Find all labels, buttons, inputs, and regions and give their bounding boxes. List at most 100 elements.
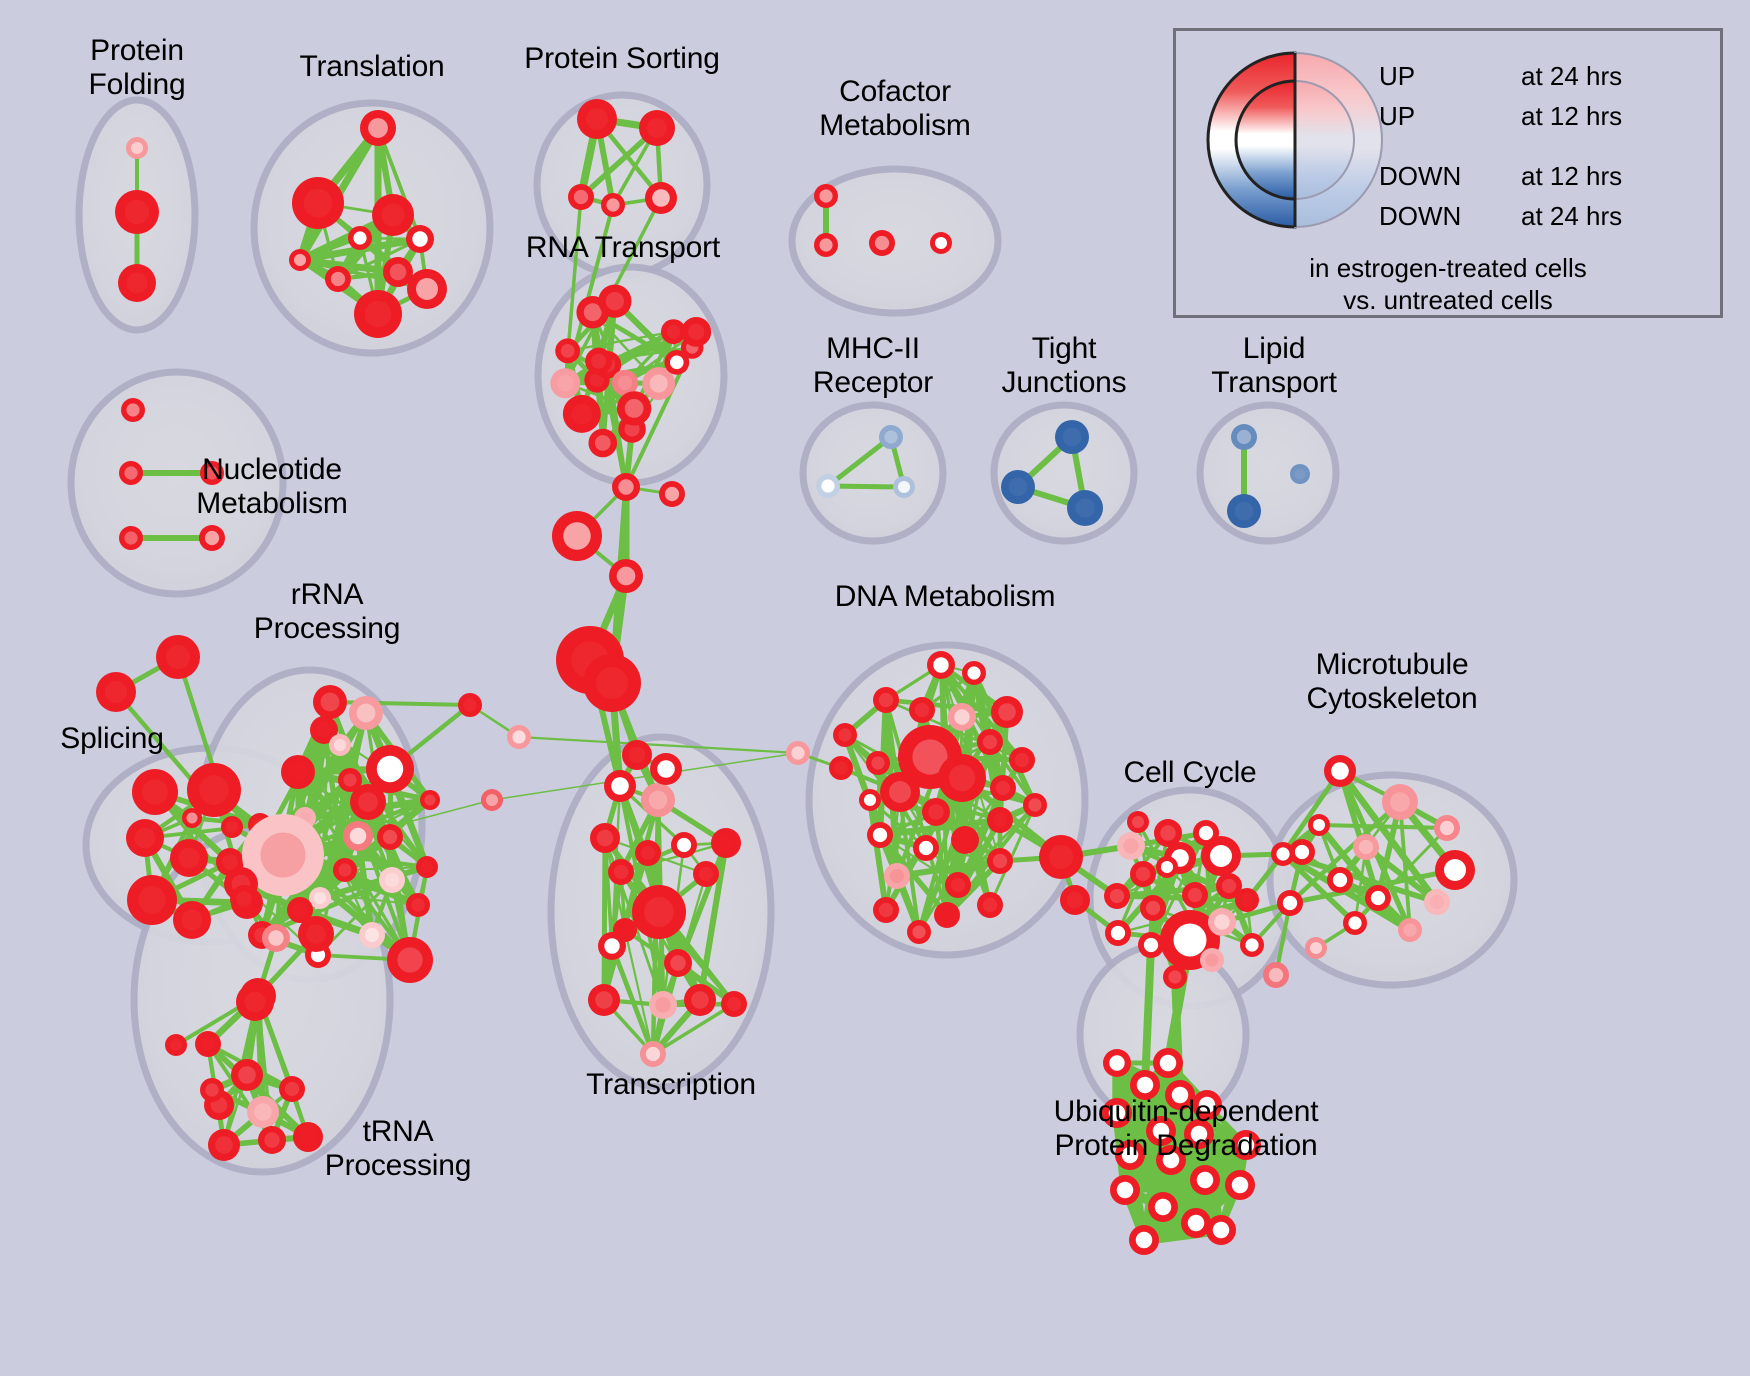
network-node — [1206, 1215, 1236, 1245]
node-inner-core-12hrs — [914, 702, 930, 718]
node-inner-core-12hrs — [698, 866, 714, 882]
network-node — [289, 249, 311, 271]
node-inner-core-12hrs — [349, 827, 367, 845]
node-inner-core-12hrs — [124, 466, 138, 480]
node-inner-core-12hrs — [200, 1036, 216, 1052]
node-inner-core-12hrs — [1294, 468, 1306, 480]
node-inner-core-12hrs — [648, 790, 668, 810]
node-inner-core-12hrs — [358, 792, 378, 812]
network-edge — [623, 928, 655, 1056]
network-node — [1181, 1208, 1211, 1238]
network-edge — [1280, 851, 1358, 926]
node-inner-core-12hrs — [313, 891, 327, 905]
network-edge — [883, 697, 1010, 715]
node-inner-core-12hrs — [105, 681, 127, 703]
network-node — [927, 651, 955, 679]
node-inner-core-12hrs — [236, 891, 252, 907]
network-node — [951, 826, 979, 854]
cluster-label-splicing: Splicing — [60, 722, 164, 755]
cluster-label-protein-folding: Protein Folding — [88, 34, 186, 101]
legend-state-2: DOWN — [1379, 161, 1462, 191]
network-node — [182, 808, 202, 828]
node-inner-core-12hrs — [424, 794, 436, 806]
network-node — [292, 177, 344, 229]
node-inner-core-12hrs — [293, 253, 307, 267]
network-node — [711, 828, 741, 858]
network-node — [639, 110, 675, 146]
network-node — [458, 693, 482, 717]
node-inner-core-12hrs — [181, 909, 203, 931]
node-inner-core-12hrs — [292, 902, 308, 918]
node-inner-core-12hrs — [225, 820, 239, 834]
node-inner-core-12hrs — [338, 863, 352, 877]
node-inner-core-12hrs — [411, 898, 425, 912]
node-inner-core-12hrs — [264, 1132, 280, 1148]
network-node — [1110, 1175, 1140, 1205]
network-node — [671, 832, 697, 858]
network-node — [360, 110, 396, 146]
network-node — [200, 461, 224, 485]
network-node — [1271, 842, 1295, 866]
node-inner-core-12hrs — [186, 812, 198, 824]
node-inner-core-12hrs — [649, 374, 668, 393]
node-inner-core-12hrs — [1276, 847, 1290, 861]
network-node — [343, 821, 373, 851]
network-node — [1105, 920, 1131, 946]
node-inner-core-12hrs — [1348, 916, 1362, 930]
node-inner-core-12hrs — [1116, 1181, 1134, 1199]
node-inner-core-12hrs — [222, 854, 238, 870]
network-node — [338, 768, 362, 792]
node-inner-core-12hrs — [967, 666, 981, 680]
node-inner-core-12hrs — [591, 353, 607, 369]
network-node — [693, 861, 719, 887]
cluster-label-rrna-processing: rRNA Processing — [253, 578, 401, 645]
legend-box: UP at 24 hrs UP at 12 hrs DOWN at 12 hrs… — [1173, 28, 1723, 318]
network-node — [1156, 856, 1178, 878]
network-node — [562, 394, 601, 433]
network-node — [635, 840, 661, 866]
network-node — [1060, 885, 1090, 915]
network-node — [119, 526, 143, 550]
node-inner-core-12hrs — [320, 692, 340, 712]
network-node — [550, 368, 581, 399]
network-node — [590, 823, 620, 853]
node-inner-core-12hrs — [1221, 878, 1237, 894]
network-node — [1103, 1049, 1131, 1077]
network-node — [1365, 885, 1391, 911]
network-edge — [988, 803, 1037, 907]
node-inner-core-12hrs — [1173, 923, 1207, 957]
cluster-label-mhc-ii-receptor: MHC-II Receptor — [812, 332, 934, 399]
network-node — [642, 367, 676, 400]
node-inner-core-12hrs — [655, 997, 671, 1013]
node-inner-core-12hrs — [376, 755, 404, 783]
network-node — [1163, 965, 1187, 989]
legend-time-3: at 24 hrs — [1521, 201, 1623, 231]
node-inner-core-12hrs — [384, 872, 400, 888]
node-inner-core-12hrs — [178, 847, 200, 869]
network-node — [873, 687, 899, 713]
node-inner-core-12hrs — [982, 897, 998, 913]
node-inner-core-12hrs — [691, 991, 709, 1009]
network-edge — [1336, 767, 1441, 906]
node-inner-core-12hrs — [356, 703, 376, 723]
network-node — [1148, 1192, 1178, 1222]
cluster-label-rna-transport: RNA Transport — [525, 231, 721, 264]
network-node — [660, 319, 686, 345]
network-node — [829, 756, 853, 780]
node-inner-core-12hrs — [353, 231, 367, 245]
node-inner-core-12hrs — [912, 739, 948, 775]
node-inner-core-12hrs — [596, 829, 614, 847]
node-inner-core-12hrs — [389, 263, 407, 281]
network-node — [867, 822, 893, 848]
node-inner-core-12hrs — [1145, 900, 1161, 916]
network-node — [640, 1041, 666, 1067]
network-edge — [876, 816, 1004, 839]
network-node — [987, 848, 1013, 874]
network-node — [1289, 839, 1315, 865]
node-inner-core-12hrs — [954, 709, 970, 725]
network-node — [1182, 882, 1208, 908]
node-inner-core-12hrs — [1131, 815, 1145, 829]
node-inner-core-12hrs — [382, 829, 398, 845]
network-node — [922, 798, 950, 826]
node-inner-core-12hrs — [992, 812, 1008, 828]
